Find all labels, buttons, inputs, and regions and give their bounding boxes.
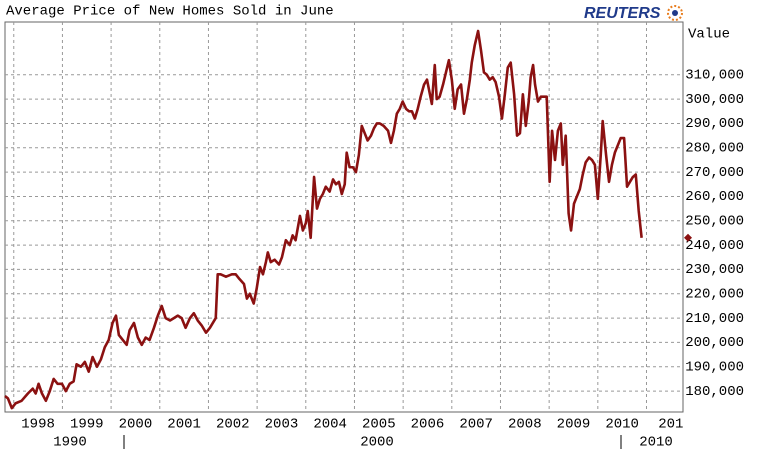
y-tick-label: 240,000 bbox=[685, 238, 744, 254]
x-tick-label: 2001 bbox=[167, 417, 201, 433]
y-tick-label: 300,000 bbox=[685, 92, 744, 108]
y-tick-label: 280,000 bbox=[685, 140, 744, 156]
y-tick-label: 180,000 bbox=[685, 384, 744, 400]
price-line bbox=[4, 29, 643, 410]
y-tick-label: 270,000 bbox=[685, 165, 744, 181]
x-tick-label: 201 bbox=[658, 417, 683, 433]
x-tick-label: 2006 bbox=[411, 417, 445, 433]
x-tick-label: 2010 bbox=[605, 417, 639, 433]
x-tick-label: 1999 bbox=[70, 417, 104, 433]
x-tick-label: 1998 bbox=[21, 417, 55, 433]
plot-frame bbox=[4, 21, 684, 413]
decade-label: 2010 bbox=[639, 435, 673, 451]
x-tick-label: 2007 bbox=[459, 417, 493, 433]
x-tick-label: 2009 bbox=[557, 417, 591, 433]
y-tick-label: 200,000 bbox=[685, 335, 744, 351]
y-tick-label: 290,000 bbox=[685, 116, 744, 132]
y-axis-label: Value bbox=[688, 27, 730, 43]
x-tick-label: 2005 bbox=[362, 417, 396, 433]
chart-title: Average Price of New Homes Sold in June bbox=[6, 4, 334, 20]
decade-label: 2000 bbox=[360, 435, 394, 451]
y-tick-label: 190,000 bbox=[685, 359, 744, 375]
brand-logo: REUTERS bbox=[584, 5, 661, 22]
y-tick-label: 220,000 bbox=[685, 286, 744, 302]
x-tick-label: 2003 bbox=[265, 417, 299, 433]
x-tick-label: 2004 bbox=[313, 417, 347, 433]
x-tick-label: 2008 bbox=[508, 417, 542, 433]
y-tick-label: 250,000 bbox=[685, 213, 744, 229]
decade-label: 1990 bbox=[53, 435, 87, 451]
brand-globe bbox=[667, 5, 683, 21]
x-tick-label: 2002 bbox=[216, 417, 250, 433]
y-tick-label: 210,000 bbox=[685, 311, 744, 327]
y-tick-label: 260,000 bbox=[685, 189, 744, 205]
y-tick-label: 310,000 bbox=[685, 67, 744, 83]
y-tick-label: 230,000 bbox=[685, 262, 744, 278]
last-value-marker bbox=[684, 233, 692, 242]
x-tick-label: 2000 bbox=[119, 417, 153, 433]
